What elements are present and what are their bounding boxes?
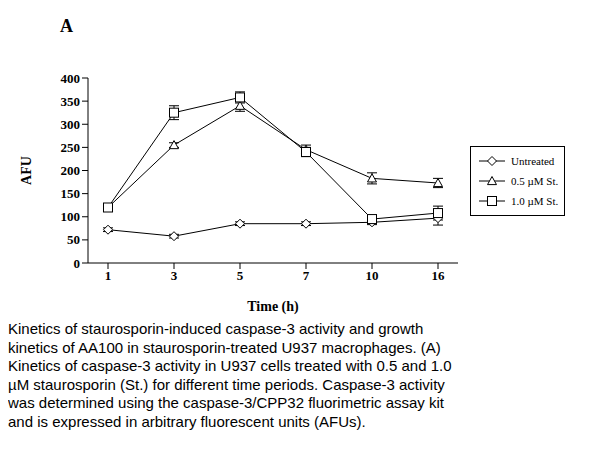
svg-text:300: 300	[61, 117, 81, 132]
svg-text:400: 400	[61, 71, 81, 86]
html-text:0.5 µM St.: 0.5 µM St.	[511, 175, 559, 187]
html-text:Untreated: Untreated	[511, 155, 555, 167]
svg-text:350: 350	[61, 94, 81, 109]
svg-text:200: 200	[61, 163, 81, 178]
svg-text:10: 10	[366, 268, 379, 283]
svg-text:5: 5	[237, 268, 244, 283]
html-text:1.0 µM St.: 1.0 µM St.	[511, 195, 559, 207]
html-text:A: A	[60, 16, 73, 36]
svg-text:50: 50	[67, 232, 80, 247]
svg-text:7: 7	[303, 268, 310, 283]
svg-text:3: 3	[171, 268, 178, 283]
svg-text:150: 150	[61, 186, 81, 201]
svg-text:1: 1	[105, 268, 112, 283]
svg-text:250: 250	[61, 140, 81, 155]
svg-text:Time (h): Time (h)	[247, 299, 299, 315]
svg-text:AFU: AFU	[19, 156, 34, 185]
html-text:Kinetics of staurosporin-induc: Kinetics of staurosporin-induced caspase…	[8, 320, 452, 430]
svg-text:16: 16	[432, 268, 446, 283]
svg-text:0: 0	[74, 256, 81, 271]
svg-text:100: 100	[61, 209, 81, 224]
